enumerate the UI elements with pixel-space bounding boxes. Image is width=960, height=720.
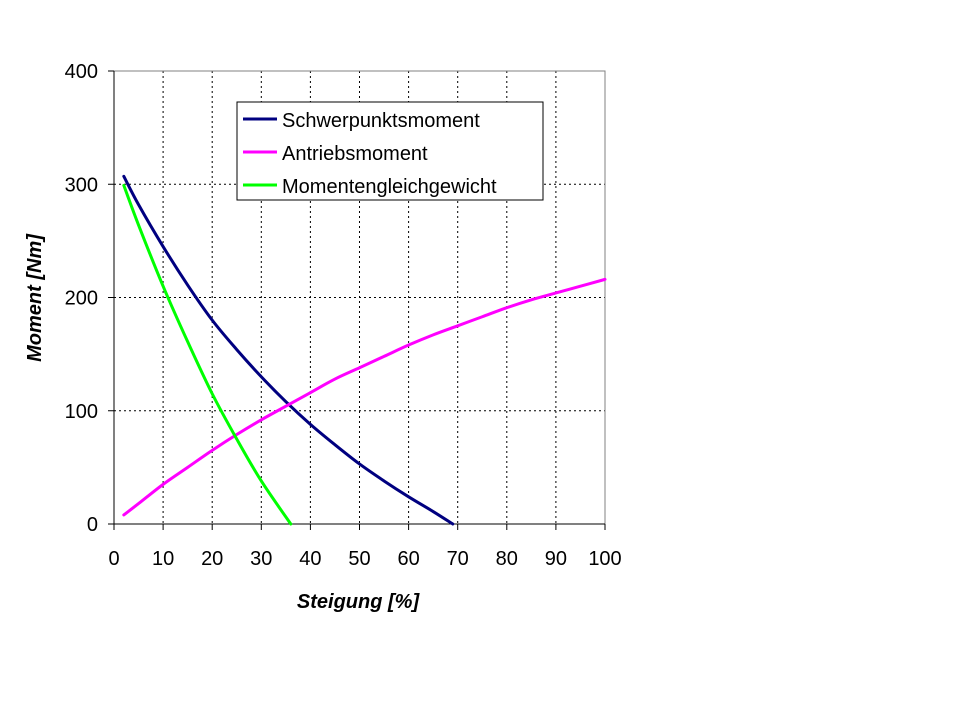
legend-label-antriebsmoment: Antriebsmoment [282, 143, 428, 165]
y-tick-label: 100 [65, 401, 98, 423]
y-tick-label: 400 [65, 61, 98, 83]
y-axis-title: Moment [Nm] [24, 233, 46, 362]
series-line-antriebsmoment [122, 277, 607, 517]
legend: Schwerpunktsmoment Antriebsmoment Momenten… [236, 101, 544, 201]
x-tick-label: 50 [348, 548, 370, 570]
x-tick-label: 0 [108, 548, 119, 570]
axes [108, 70, 606, 530]
y-tick-label: 200 [65, 288, 98, 310]
x-tick-label: 60 [397, 548, 419, 570]
legend-label-momentengleichgewicht: Momentengleichgewicht [282, 176, 497, 198]
y-tick-label: 0 [87, 514, 98, 536]
y-tick-label: 300 [65, 174, 98, 196]
y-tick-labels: 0 100 200 300 400 [65, 61, 98, 536]
legend-box [236, 101, 544, 201]
x-tick-label: 40 [299, 548, 321, 570]
legend-label-schwerpunktsmoment: Schwerpunktsmoment [282, 110, 480, 132]
series-line-momentengleichgewicht [122, 183, 293, 526]
x-tick-label: 30 [250, 548, 272, 570]
x-tick-label: 10 [152, 548, 174, 570]
x-axis-title: Steigung [%] [297, 591, 421, 613]
x-tick-labels: 0 10 20 30 40 50 60 70 80 90 100 [108, 548, 621, 570]
series [122, 174, 607, 526]
x-tick-label: 70 [447, 548, 469, 570]
x-tick-label: 20 [201, 548, 223, 570]
series-line-schwerpunktsmoment [122, 174, 455, 526]
x-tick-label: 100 [588, 548, 621, 570]
x-tick-label: 80 [496, 548, 518, 570]
x-tick-label: 90 [545, 548, 567, 570]
